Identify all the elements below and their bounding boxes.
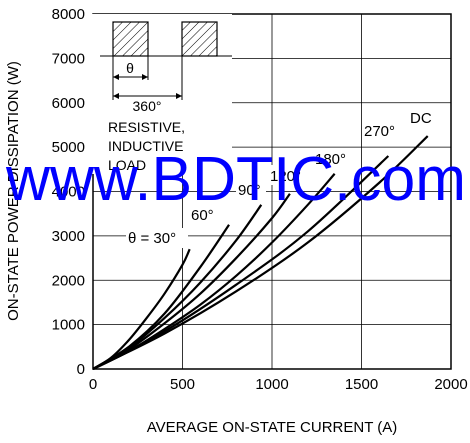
series-label-dc: DC xyxy=(410,110,432,127)
y-tick-label-8: 8000 xyxy=(52,6,85,23)
x-tick-labels: 0 500 1000 1500 2000 xyxy=(89,376,468,393)
conduction-pulse-1 xyxy=(112,21,149,57)
y-tick-label-1: 1000 xyxy=(52,317,85,334)
y-tick-label-0: 0 xyxy=(77,361,85,378)
curve-series-5 xyxy=(92,155,390,370)
load-text-1: RESISTIVE, xyxy=(108,119,185,135)
x-axis-label: AVERAGE ON-STATE CURRENT (A) xyxy=(147,419,398,436)
theta-label: θ xyxy=(126,60,134,76)
label-bg-30 xyxy=(126,228,188,248)
label-bg-90 xyxy=(236,180,266,200)
x-tick-label-0: 0 xyxy=(89,376,97,393)
series-label-30: θ = 30° xyxy=(128,230,176,247)
label-bg-dc xyxy=(406,107,438,127)
load-text-2: INDUCTIVE xyxy=(108,138,183,154)
period-arrowhead-left xyxy=(113,93,119,99)
theta-arrowhead-right xyxy=(142,74,148,80)
y-axis-label: ON-STATE POWER DISSIPATION (W) xyxy=(5,61,22,321)
x-tick-label-4: 2000 xyxy=(434,376,467,393)
period-label: 360° xyxy=(133,98,162,114)
y-tick-label-3: 3000 xyxy=(52,228,85,245)
theta-arrowhead-left xyxy=(113,74,119,80)
period-arrowhead-right xyxy=(176,93,182,99)
waveform-inset: θ 360° RESISTIVE, INDUCTIVE LOAD xyxy=(92,14,232,174)
y-tick-label-5: 5000 xyxy=(52,139,85,156)
series-label-180: 180° xyxy=(315,151,346,168)
series-labels: θ = 30° 60° 90° 120° 180° 270° DC xyxy=(126,107,438,248)
watermark-text: www.BDTIC.com xyxy=(5,145,466,214)
x-tick-label-3: 1500 xyxy=(345,376,378,393)
dissipation-curves xyxy=(92,135,429,370)
series-label-90: 90° xyxy=(238,182,261,199)
y-tick-label-4: 4000 xyxy=(52,184,85,201)
load-text-3: LOAD xyxy=(108,157,146,173)
conduction-pulse-2 xyxy=(181,21,218,57)
y-tick-label-6: 6000 xyxy=(52,95,85,112)
y-tick-label-7: 7000 xyxy=(52,50,85,67)
curve-series-6 xyxy=(92,135,429,370)
y-tick-labels: 0 1000 2000 3000 4000 5000 6000 7000 8000 xyxy=(52,6,85,378)
label-bg-270 xyxy=(362,120,402,140)
x-tick-label-2: 1000 xyxy=(255,376,288,393)
series-label-60: 60° xyxy=(191,207,214,224)
x-tick-label-1: 500 xyxy=(170,376,195,393)
label-bg-60 xyxy=(188,205,222,225)
series-label-270: 270° xyxy=(364,123,395,140)
series-label-120: 120° xyxy=(270,168,301,185)
label-bg-180 xyxy=(313,148,353,168)
label-bg-120 xyxy=(268,165,308,185)
y-tick-label-2: 2000 xyxy=(52,272,85,289)
plot-frame xyxy=(92,13,452,370)
